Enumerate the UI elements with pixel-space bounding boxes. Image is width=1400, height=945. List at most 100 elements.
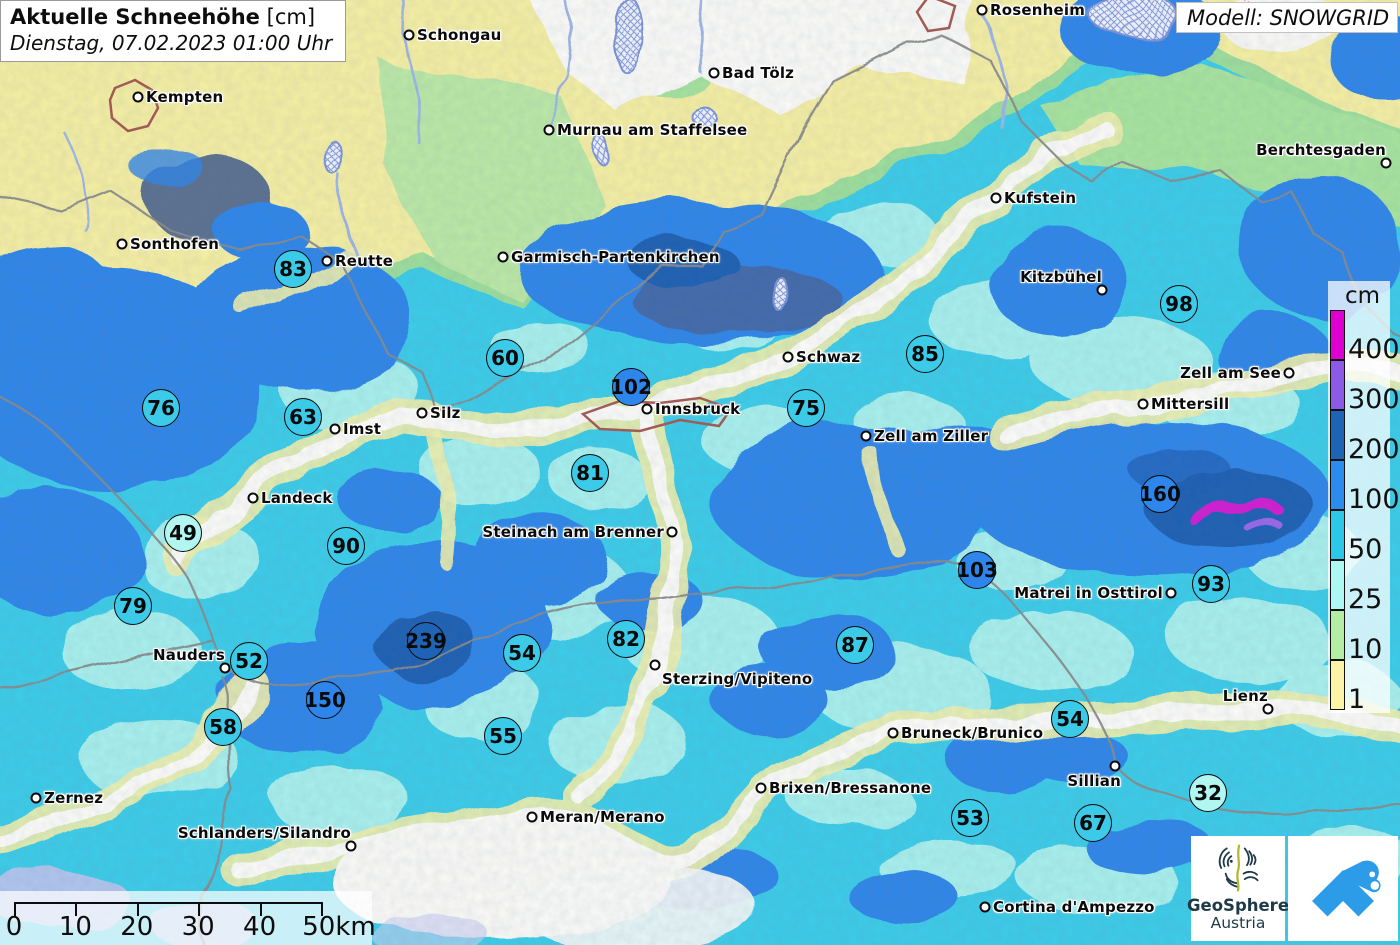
- model-label: Modell: SNOWGRID: [1176, 2, 1398, 33]
- station-value-81-8: 81: [571, 454, 609, 492]
- city-dot: [543, 124, 555, 136]
- legend-value-1: 1: [1348, 684, 1366, 715]
- legend-value-200: 200: [1348, 434, 1400, 465]
- station-value-54-21: 54: [1051, 700, 1089, 738]
- city-dot: [641, 403, 653, 415]
- city-label: Kempten: [146, 88, 224, 106]
- city-label: Kufstein: [1004, 189, 1077, 207]
- city-label: Sonthofen: [130, 235, 220, 253]
- legend-value-50: 50: [1348, 534, 1383, 565]
- station-value-93-13: 93: [1192, 565, 1230, 603]
- station-value-32-24: 32: [1189, 774, 1227, 812]
- geosphere-country: Austria: [1210, 914, 1266, 933]
- city-dot: [708, 67, 720, 79]
- city-dot: [403, 29, 415, 41]
- legend-swatch-300: [1330, 360, 1345, 410]
- legend-swatch-50: [1330, 510, 1345, 560]
- scale-bar-line: [14, 902, 322, 904]
- city-dot: [247, 492, 259, 504]
- city-label: Nauders: [153, 646, 225, 664]
- scale-label-0: 0: [5, 912, 23, 942]
- city-dot: [526, 811, 538, 823]
- city-dot: [887, 727, 899, 739]
- city-label: Imst: [343, 420, 382, 438]
- city-dot: [30, 792, 42, 804]
- station-value-85-3: 85: [906, 335, 944, 373]
- legend-swatches: 400 300 200 100 50 25 10 1: [1330, 310, 1400, 713]
- city-dot: [132, 91, 144, 103]
- title-unit: [cm]: [266, 5, 316, 29]
- city-dot: [219, 662, 231, 674]
- city-label: Brixen/Bressanone: [769, 779, 932, 797]
- city-label: Zell am See: [1180, 364, 1281, 382]
- city-label: Berchtesgaden: [1256, 141, 1386, 159]
- city-dot: [1380, 157, 1392, 169]
- scale-label-20: 20: [120, 912, 154, 942]
- scale-tick-10: [75, 902, 78, 916]
- station-value-160-9: 160: [1139, 475, 1181, 513]
- city-dot: [666, 526, 678, 538]
- city-label: Innsbruck: [655, 400, 741, 418]
- city-label: Schlanders/Silandro: [177, 824, 351, 842]
- city-dot: [860, 430, 872, 442]
- scale-label-40: 40: [243, 912, 277, 942]
- city-label: Schongau: [417, 26, 502, 44]
- station-value-103-12: 103: [956, 551, 998, 589]
- station-value-79-14: 79: [114, 587, 152, 625]
- city-label: Meran/Merano: [540, 808, 665, 826]
- scale-tick-50km: [321, 902, 323, 916]
- station-value-83-0: 83: [274, 250, 312, 288]
- city-dot: [416, 407, 428, 419]
- scale-tick-30: [198, 902, 201, 916]
- scale-label-10: 10: [58, 912, 92, 942]
- station-value-60-2: 60: [486, 339, 524, 377]
- station-value-54-19: 54: [503, 634, 541, 672]
- city-dot: [345, 840, 357, 852]
- scale-bar: 0 10 20 30 40 50km: [0, 891, 376, 945]
- map-datetime: Dienstag, 07.02.2023 01:00 Uhr: [10, 31, 333, 55]
- city-label: Cortina d'Ampezzo: [993, 898, 1155, 916]
- station-value-150-20: 150: [304, 681, 346, 719]
- partner-logo-box: [1288, 836, 1398, 941]
- city-label: Sterzing/Vipiteno: [662, 670, 813, 688]
- city-label: Zernez: [44, 789, 104, 807]
- station-value-82-16: 82: [607, 620, 645, 658]
- legend-value-100: 100: [1348, 484, 1400, 515]
- station-value-102-4: 102: [610, 368, 652, 406]
- legend-swatch-10: [1330, 610, 1345, 660]
- station-value-58-22: 58: [204, 708, 242, 746]
- city-label: Steinach am Brenner: [482, 523, 664, 541]
- station-value-52-18: 52: [230, 642, 268, 680]
- city-label: Silz: [430, 404, 461, 422]
- city-dot: [976, 4, 988, 16]
- city-label: Sillian: [1067, 772, 1121, 790]
- scale-label-50km: 50km: [302, 912, 376, 942]
- city-label: Zell am Ziller: [874, 427, 989, 445]
- station-value-239-15: 239: [405, 622, 447, 660]
- scale-label-30: 30: [181, 912, 215, 942]
- city-label: Bad Tölz: [722, 64, 795, 82]
- station-value-55-23: 55: [484, 717, 522, 755]
- city-dot: [782, 351, 794, 363]
- scale-tick-40: [259, 902, 262, 916]
- city-dot: [1262, 703, 1274, 715]
- city-dot: [755, 782, 767, 794]
- city-dot: [1137, 398, 1149, 410]
- legend-value-300: 300: [1348, 384, 1400, 415]
- city-dot: [1109, 760, 1121, 772]
- city-dot: [116, 238, 128, 250]
- station-value-98-1: 98: [1160, 285, 1198, 323]
- legend-swatch-400: [1330, 310, 1345, 360]
- station-value-87-17: 87: [836, 626, 874, 664]
- station-value-75-5: 75: [787, 389, 825, 427]
- map-title: Aktuelle Schneehöhe [cm]: [10, 5, 336, 29]
- city-dot: [1283, 367, 1295, 379]
- city-label: Kitzbühel: [1020, 268, 1102, 286]
- geosphere-name: GeoSphere: [1186, 896, 1290, 915]
- city-dot: [1096, 284, 1108, 296]
- station-value-67-26: 67: [1074, 804, 1112, 842]
